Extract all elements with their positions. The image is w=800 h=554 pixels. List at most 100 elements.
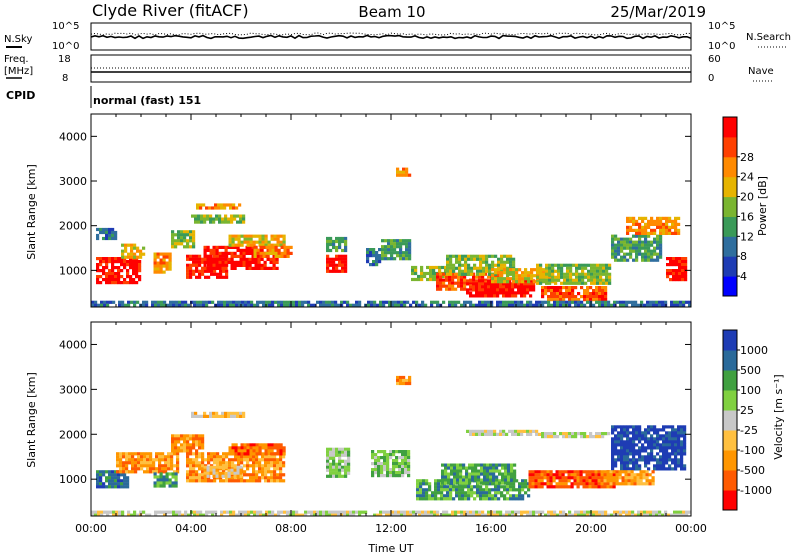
power-cell — [672, 269, 676, 273]
power-cell — [174, 242, 178, 246]
velocity-cell — [594, 479, 598, 483]
power-colorbar-swatch — [723, 236, 737, 257]
power-cell — [203, 266, 207, 270]
velocity-cell — [534, 476, 538, 480]
velocity-cell — [559, 432, 563, 436]
power-cell — [340, 303, 344, 307]
velocity-cell — [679, 513, 683, 516]
power-cell — [286, 245, 290, 249]
power-cell — [381, 248, 385, 252]
power-cell — [230, 220, 234, 224]
velocity-cell — [509, 494, 513, 498]
power-cell — [656, 216, 660, 220]
velocity-cell — [227, 411, 231, 415]
power-cell — [452, 266, 456, 270]
velocity-cell — [677, 434, 681, 438]
power-cell — [568, 298, 572, 302]
power-cell — [503, 254, 507, 258]
velocity-cell — [168, 478, 172, 482]
velocity-cell — [611, 437, 615, 441]
power-cell — [189, 254, 193, 258]
velocity-cell — [529, 432, 533, 436]
velocity-cell — [534, 485, 538, 489]
velocity-cell — [662, 452, 666, 456]
power-cell — [254, 257, 258, 261]
velocity-cell — [631, 513, 635, 516]
velocity-cell — [407, 465, 411, 469]
power-cell — [390, 245, 394, 249]
velocity-cell — [159, 475, 163, 479]
power-cell — [203, 214, 207, 218]
freq-left-units: [MHz] — [4, 66, 33, 77]
power-cell — [490, 294, 494, 298]
power-cell — [207, 275, 211, 279]
velocity-cell — [99, 479, 103, 483]
velocity-cell — [131, 452, 135, 456]
power-cell — [415, 303, 419, 307]
velocity-cell — [454, 513, 458, 516]
velocity-cell — [515, 479, 519, 483]
power-cell — [599, 272, 603, 276]
velocity-cell — [577, 510, 581, 514]
power-cell — [100, 300, 104, 304]
velocity-cell — [676, 510, 680, 514]
velocity-cell — [137, 464, 141, 468]
power-cell — [215, 251, 219, 255]
power-cell — [429, 277, 433, 282]
power-cell — [338, 257, 342, 261]
power-cell — [316, 300, 320, 304]
velocity-cell — [335, 447, 339, 451]
power-cell — [326, 245, 330, 250]
velocity-cell — [546, 476, 550, 480]
velocity-cell — [626, 446, 630, 450]
velocity-cell — [267, 470, 271, 474]
power-cell — [96, 233, 100, 238]
power-cell — [517, 282, 521, 286]
power-cell — [449, 257, 453, 261]
power-cell — [563, 263, 567, 267]
power-cell — [556, 286, 560, 290]
velocity-cell — [518, 488, 522, 492]
velocity-cell — [677, 437, 681, 441]
power-cell — [310, 303, 314, 307]
velocity-cell — [626, 431, 630, 435]
velocity-cell — [282, 464, 286, 468]
velocity-cell — [100, 513, 104, 516]
power-cell — [475, 294, 479, 298]
velocity-cell — [282, 446, 286, 450]
power-cell — [479, 263, 483, 267]
power-cell — [565, 289, 569, 293]
power-cell — [451, 281, 455, 285]
power-cell — [424, 303, 428, 307]
velocity-cell — [440, 497, 444, 501]
power-cell — [169, 300, 173, 304]
velocity-cell — [616, 510, 620, 514]
velocity-cell — [683, 446, 687, 450]
velocity-xtick-label: 20:00 — [575, 522, 607, 535]
power-cell — [494, 263, 498, 267]
power-cell — [292, 300, 296, 304]
power-cell — [198, 269, 202, 273]
power-cell — [405, 248, 409, 252]
velocity-colorbar-frame — [722, 329, 738, 511]
velocity-cell — [225, 461, 229, 465]
velocity-cell — [116, 455, 120, 459]
power-cell — [130, 255, 134, 259]
power-cell — [596, 272, 600, 276]
velocity-cell — [623, 449, 627, 453]
velocity-cell — [650, 458, 654, 462]
velocity-cell — [564, 479, 568, 483]
power-cell — [458, 263, 462, 267]
power-cell — [218, 220, 222, 224]
power-cell — [463, 284, 467, 288]
velocity-cell — [656, 437, 660, 441]
power-cell — [393, 239, 397, 243]
power-cell — [105, 266, 109, 270]
power-cell — [557, 269, 561, 273]
power-cell — [426, 277, 430, 282]
power-cell — [204, 275, 208, 279]
velocity-cell — [282, 479, 286, 483]
velocity-cell — [402, 381, 406, 386]
power-cell — [282, 234, 286, 238]
power-cell — [451, 300, 455, 304]
